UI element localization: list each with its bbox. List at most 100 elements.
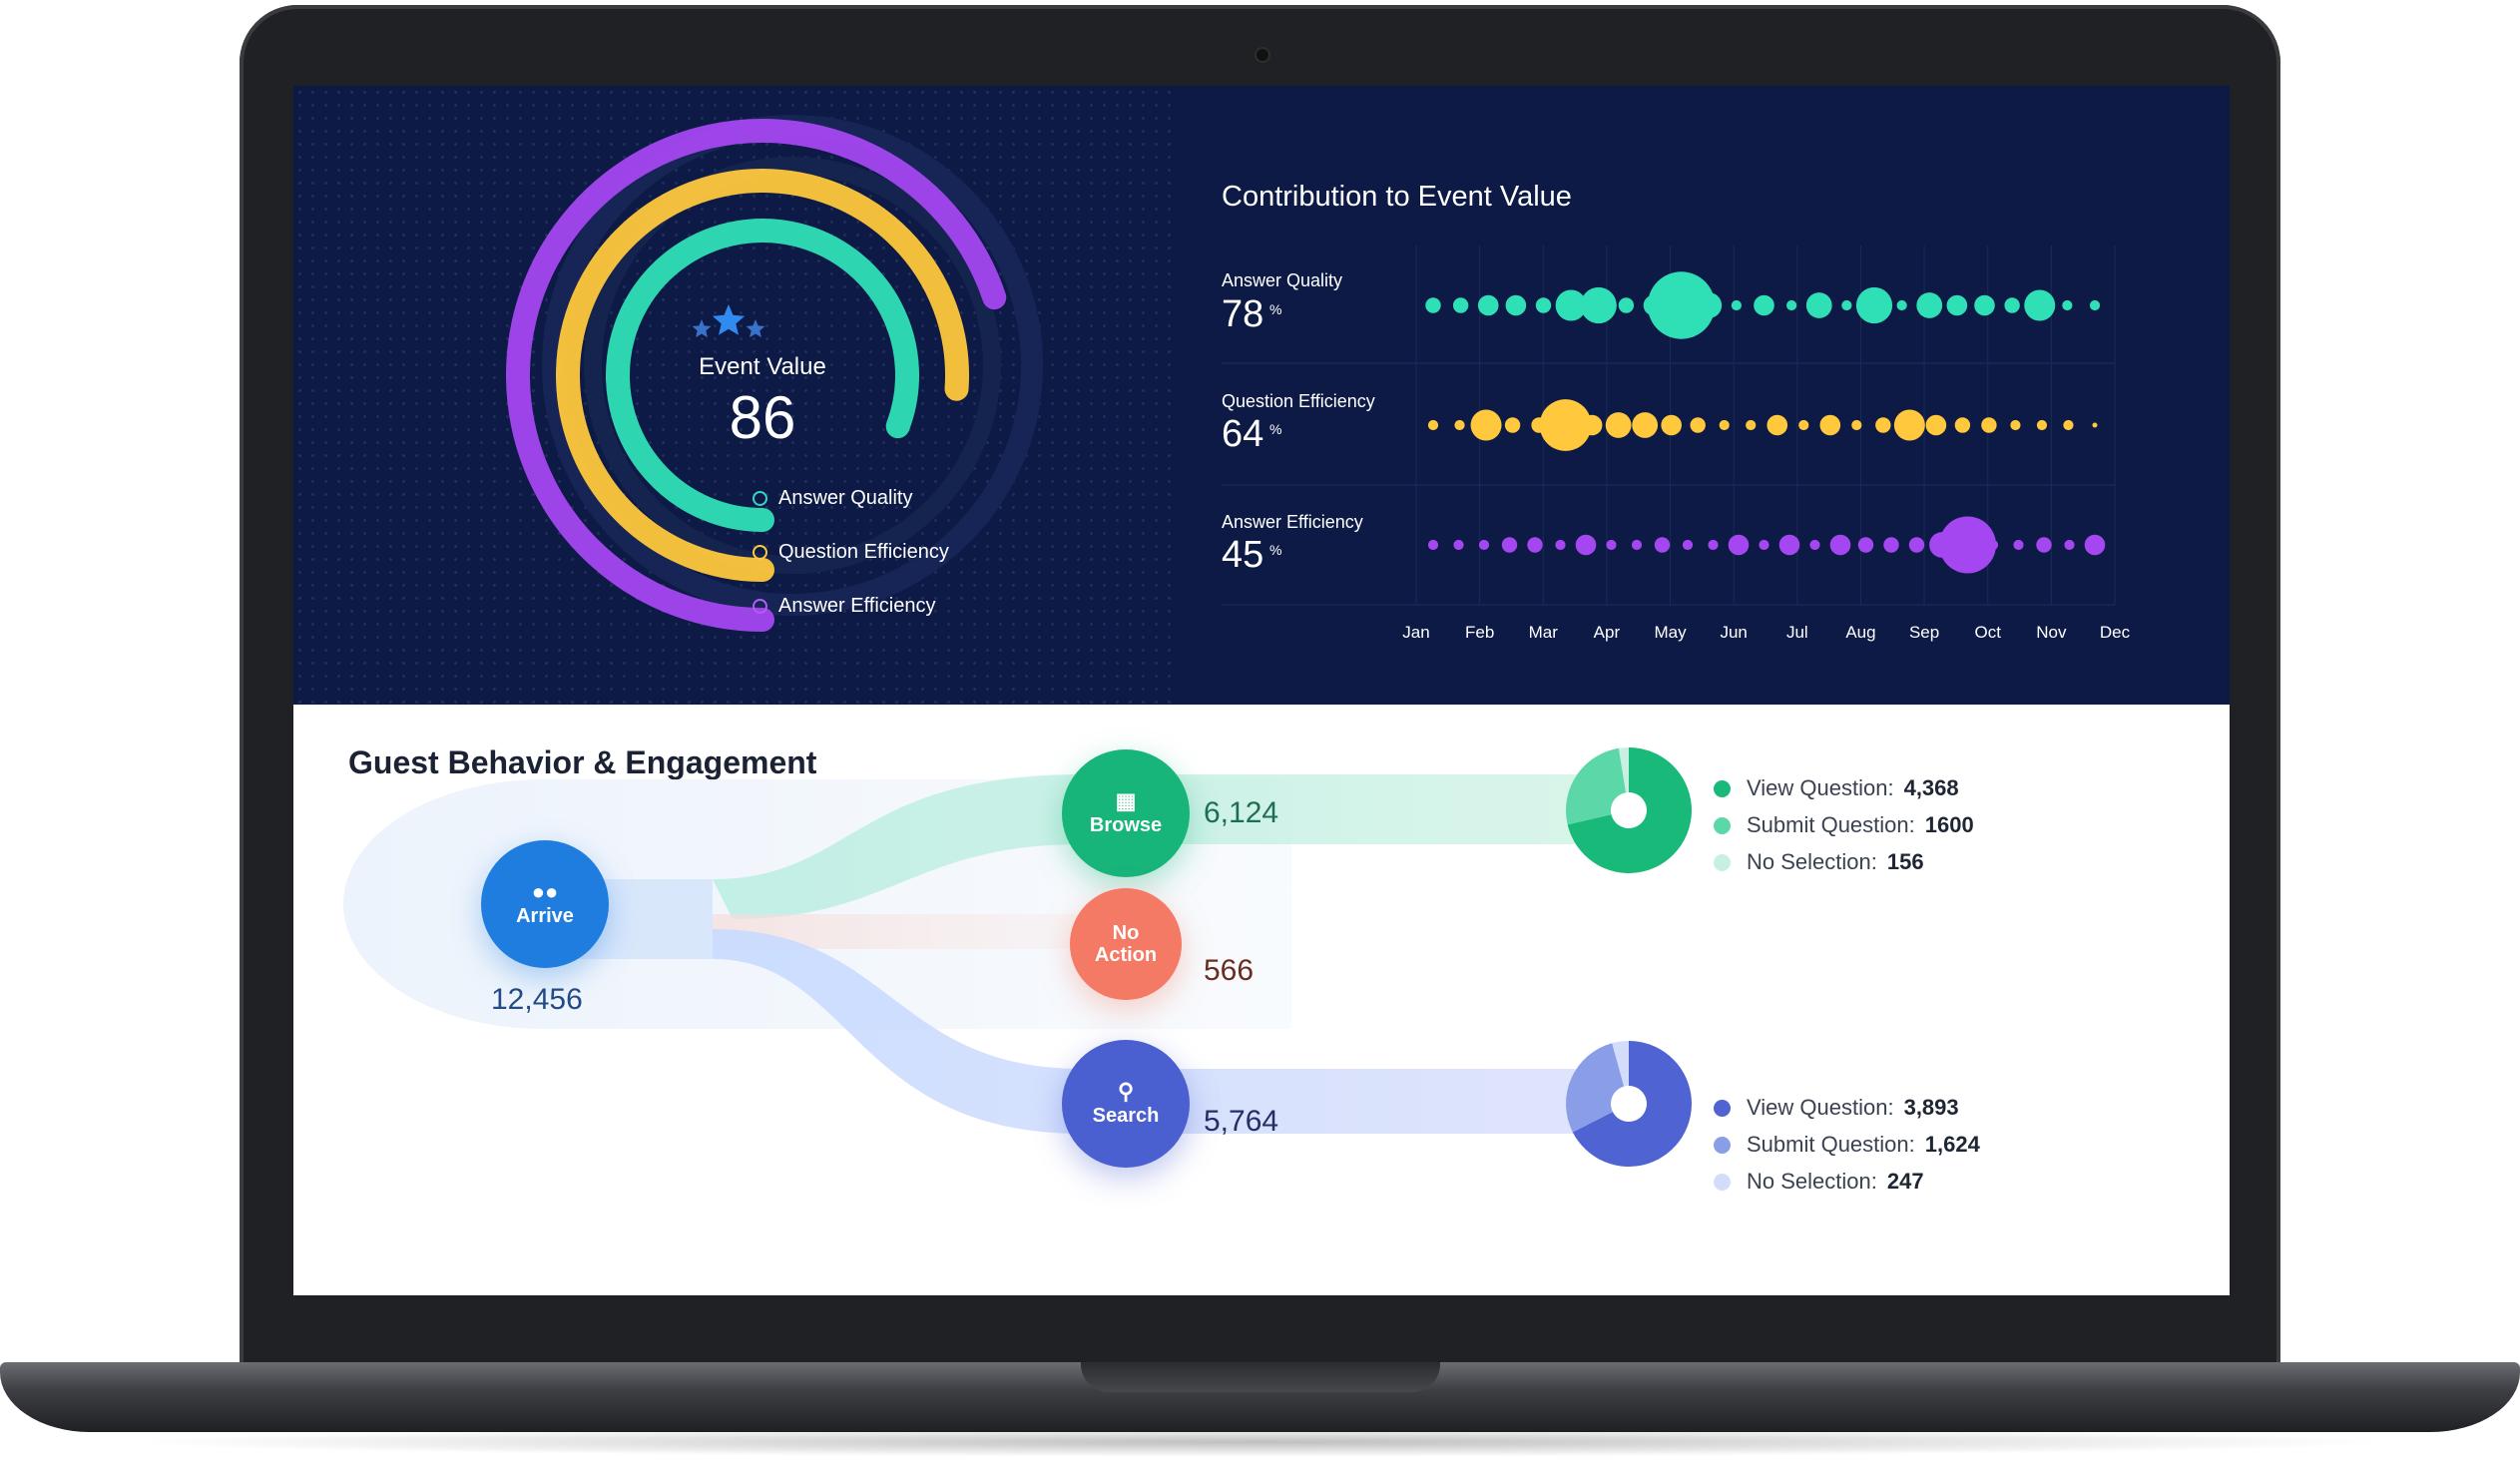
bubble	[2004, 297, 2020, 313]
camera	[1255, 47, 1270, 63]
bubble	[1805, 292, 1832, 318]
month-tick: May	[1654, 623, 1687, 642]
bubble	[1798, 419, 1809, 431]
bubble	[1766, 414, 1788, 436]
arrive-label: Arrive	[516, 905, 574, 927]
metric-label-answer-efficiency: Answer Efficiency	[1222, 512, 1363, 532]
bubble	[1452, 297, 1469, 313]
search-donut-slice	[1572, 1041, 1693, 1167]
search-donut-slice	[1566, 1043, 1625, 1133]
grid-icon: ▦	[1115, 788, 1137, 813]
bubble	[2062, 299, 2073, 311]
legend-answer-efficiency: Answer Efficiency	[753, 592, 935, 620]
star-icon	[712, 304, 746, 335]
search-node[interactable]: ⚲ Search	[1062, 1040, 1190, 1168]
engagement-panel: Guest Behavior & Engagement	[293, 705, 2230, 1295]
browse-node[interactable]: ▦ Browse	[1062, 749, 1190, 877]
dot-icon	[1714, 853, 1731, 871]
bubble	[2084, 534, 2106, 556]
month-tick: Dec	[2100, 623, 2131, 642]
bubble	[1946, 294, 1968, 316]
browse-donut-slice	[1566, 747, 1627, 825]
bubble	[1427, 539, 1439, 551]
browse-stat-view: View Question: 4,368	[1714, 773, 1959, 803]
bubble	[1682, 539, 1694, 551]
bubble	[1746, 419, 1757, 431]
bubble	[1539, 399, 1592, 451]
stat-label: Submit Question:	[1747, 812, 1915, 837]
bubble	[2089, 299, 2101, 311]
no-action-label-line2: Action	[1094, 944, 1158, 966]
dot-icon	[1714, 1099, 1731, 1117]
bubble	[1618, 297, 1635, 313]
bubble	[2036, 537, 2052, 553]
screen: Event Value 86 Answer Quality Question E…	[293, 86, 2230, 1295]
bubble	[1477, 294, 1499, 316]
bubble	[1954, 417, 1971, 433]
dot-icon	[1714, 1136, 1731, 1154]
bubble	[2064, 539, 2075, 551]
arrive-node[interactable]: ●● Arrive	[481, 840, 609, 968]
metric-value-question-efficiency: 64	[1222, 413, 1264, 455]
bubble	[1690, 417, 1706, 433]
stat-value: 3,893	[1903, 1095, 1959, 1120]
bubble	[2013, 539, 2024, 551]
bubble	[1987, 539, 1999, 551]
ring-icon	[753, 598, 767, 614]
bubble	[1575, 534, 1597, 556]
legend-label: Answer Efficiency	[778, 594, 936, 617]
flow-to-no-action	[713, 914, 1082, 949]
dashboard-dark-panel: Event Value 86 Answer Quality Question E…	[293, 86, 2230, 705]
stat-label: View Question:	[1747, 1095, 1894, 1120]
bubble	[1453, 539, 1464, 551]
browse-donut-slice	[1567, 747, 1693, 873]
search-donut-slice	[1612, 1041, 1629, 1087]
bubble	[1896, 299, 1907, 311]
bubble	[1786, 299, 1797, 311]
stat-value: 156	[1886, 849, 1924, 874]
month-tick: Aug	[1845, 623, 1875, 642]
bubble	[1696, 292, 1723, 318]
metric-unit: %	[1269, 421, 1282, 437]
bubble	[1819, 414, 1841, 436]
bubble	[1916, 292, 1943, 318]
arc-answer-efficiency	[506, 119, 1007, 632]
flow-to-browse	[713, 774, 1581, 919]
bubble	[1454, 419, 1465, 431]
stat-label: No Selection:	[1747, 849, 1877, 874]
bubble	[1632, 412, 1659, 438]
laptop-notch	[1081, 1362, 1440, 1392]
metric-unit: %	[1269, 301, 1282, 317]
stat-value: 1,624	[1924, 1132, 1980, 1157]
bubble	[1527, 537, 1543, 553]
bubble	[1631, 539, 1643, 551]
bubble	[1759, 539, 1769, 551]
bubble	[1470, 409, 1502, 441]
bubble	[1654, 537, 1671, 553]
contribution-title: Contribution to Event Value	[1222, 181, 1572, 213]
bubble	[1731, 299, 1742, 311]
month-tick: Nov	[2036, 623, 2067, 642]
browse-donut-slice	[1618, 747, 1629, 793]
bubble	[1425, 297, 1441, 313]
bubble	[1708, 539, 1719, 551]
bubble	[1809, 539, 1820, 551]
legend-answer-quality: Answer Quality	[753, 484, 913, 512]
engagement-flow-diagram	[343, 747, 1693, 1167]
bubble	[1427, 419, 1439, 431]
magnifier-icon: ⚲	[1117, 1079, 1135, 1104]
no-action-node[interactable]: No Action	[1070, 888, 1182, 1000]
search-count: 5,764	[1204, 1105, 1279, 1138]
metric-label-answer-quality: Answer Quality	[1222, 270, 1343, 290]
arrive-count: 12,456	[491, 983, 583, 1016]
search-label: Search	[1092, 1105, 1160, 1127]
legend-label: Answer Quality	[778, 486, 913, 509]
event-value-label: Event Value	[699, 353, 826, 380]
bubble	[1719, 419, 1730, 431]
bubble	[1893, 409, 1925, 441]
bubble	[1580, 286, 1617, 324]
bubble	[1841, 299, 1852, 311]
metric-unit: %	[1269, 542, 1282, 558]
bubble	[1883, 537, 1899, 553]
laptop-shadow	[120, 1427, 2400, 1457]
